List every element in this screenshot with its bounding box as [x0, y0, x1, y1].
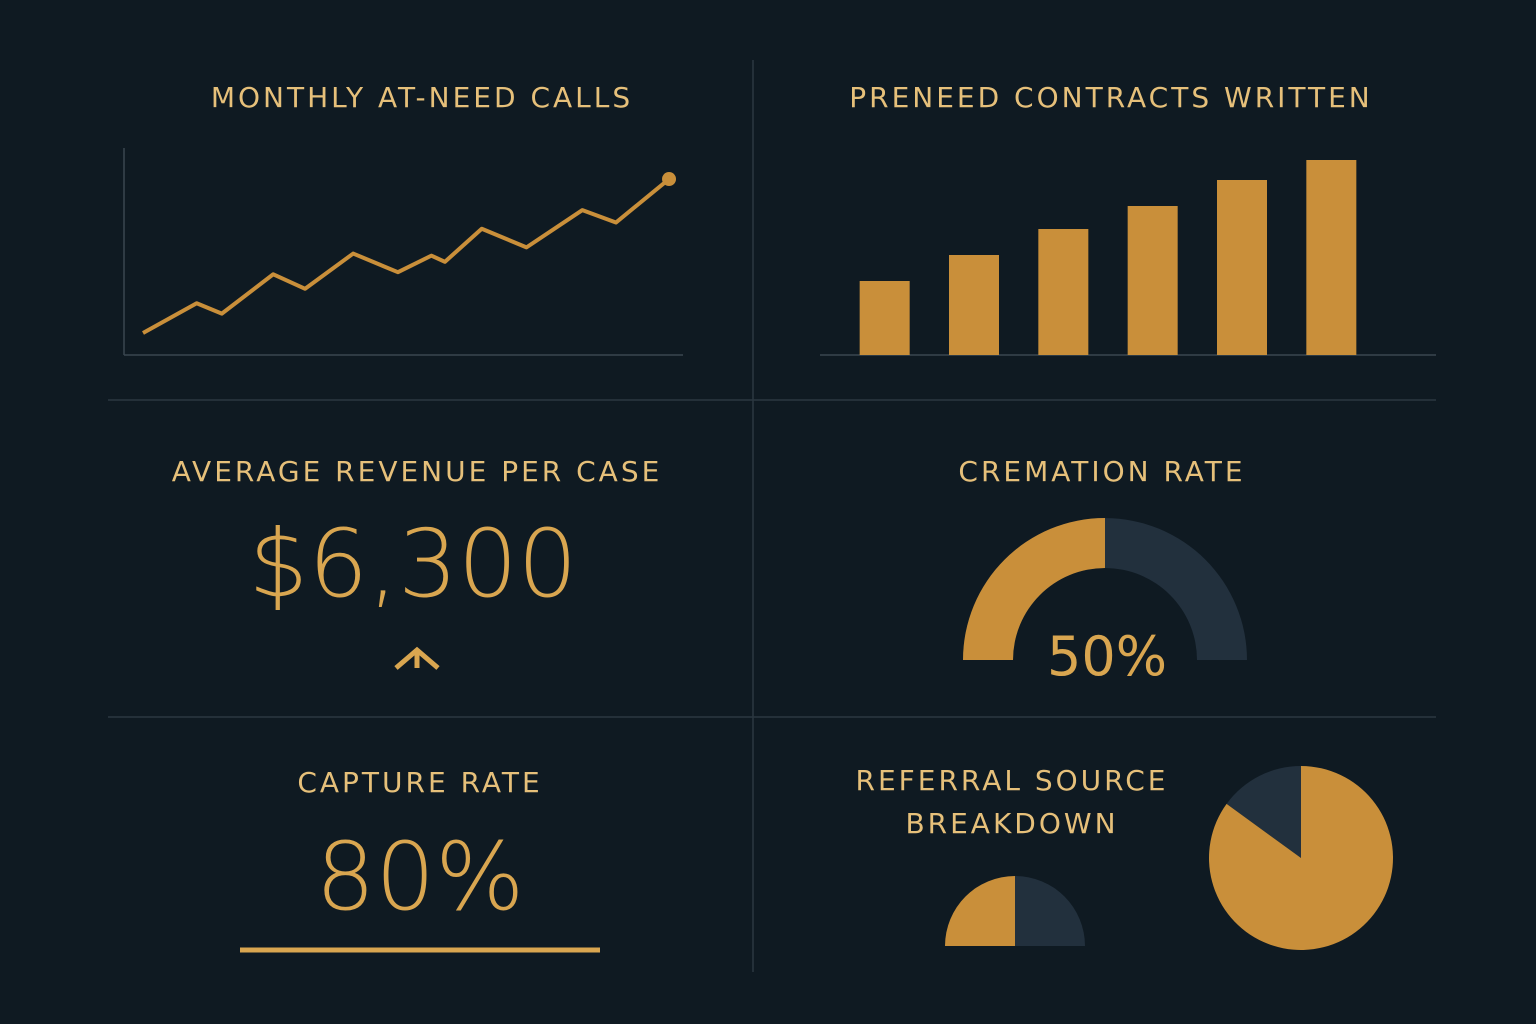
- pie-slice: [1226, 766, 1301, 858]
- bar: [1038, 229, 1089, 355]
- end-point: [662, 172, 677, 187]
- chart-title: CREMATION RATE: [958, 455, 1246, 488]
- bar: [1306, 160, 1357, 355]
- kpi-value: $6,300: [248, 510, 578, 619]
- gauge-value: [963, 518, 1105, 660]
- pie-slice: [1209, 766, 1393, 950]
- kpi-value: 80%: [315, 823, 525, 932]
- gauge-label: 50%: [1047, 625, 1167, 688]
- chart-title: PRENEED CONTRACTS WRITTEN: [849, 81, 1373, 114]
- kpi-title: CAPTURE RATE: [297, 766, 543, 799]
- up-arrow: [394, 646, 440, 670]
- bar: [949, 255, 999, 355]
- bar: [1127, 206, 1178, 355]
- kpi-title: AVERAGE REVENUE PER CASE: [171, 455, 663, 488]
- line-series: [142, 177, 671, 335]
- bar: [859, 281, 910, 355]
- bar: [1217, 180, 1267, 355]
- chart-title: REFERRAL SOURCE BREAKDOWN: [855, 764, 1169, 840]
- half-pie-slice: [945, 876, 1015, 946]
- chart-title: MONTHLY AT-NEED CALLS: [210, 81, 634, 114]
- half-pie-slice: [1015, 876, 1085, 946]
